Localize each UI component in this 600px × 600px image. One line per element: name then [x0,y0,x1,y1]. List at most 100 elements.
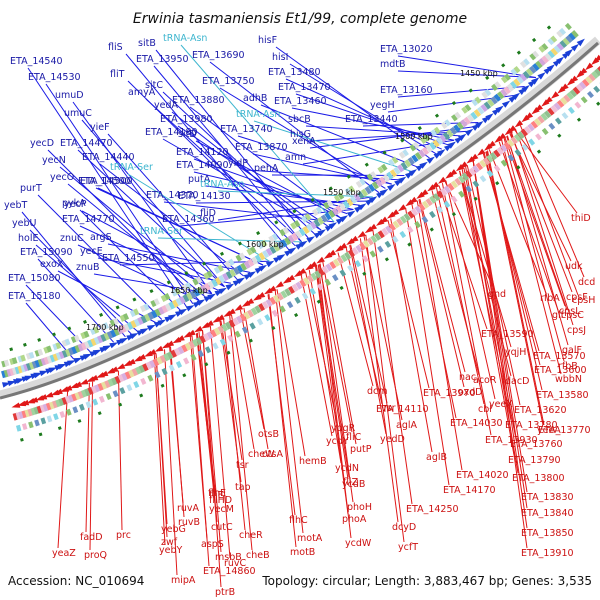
forward-gene-label[interactable]: yegH [370,100,395,111]
reverse-gene-label[interactable]: flhE [208,488,226,499]
reverse-gene-label[interactable]: yeeA [537,425,561,436]
forward-gene-label[interactable]: fliS [108,42,123,53]
reverse-gene-label[interactable]: glf [552,310,565,321]
reverse-gene-label[interactable]: ETA_13930 [485,435,538,446]
forward-gene-label[interactable]: amn [285,152,306,163]
reverse-gene-label[interactable]: ruvB [178,517,200,528]
reverse-gene-label[interactable]: yedD [380,434,405,445]
reverse-gene-label[interactable]: prc [116,530,131,541]
forward-gene-label[interactable]: sitB [138,38,156,49]
reverse-gene-label[interactable]: motA [297,533,323,544]
forward-gene-label[interactable]: fliD [200,208,216,219]
reverse-gene-label[interactable]: tsr [236,460,249,471]
reverse-gene-label[interactable]: fadD [80,532,103,543]
forward-gene-label[interactable]: yedA [154,100,178,111]
reverse-gene-label[interactable]: gnd [488,289,506,300]
reverse-gene-label[interactable]: cheB [246,550,270,561]
forward-gene-label[interactable]: ETA_13440 [345,114,398,125]
reverse-gene-label[interactable]: otsB [258,429,279,440]
reverse-gene-label[interactable]: aglA [396,420,417,431]
reverse-gene-label[interactable]: fliC [346,432,362,443]
forward-gene-label[interactable]: ETA_14500 [80,176,133,187]
reverse-gene-label[interactable]: ycdN [335,463,359,474]
trna-gene-label[interactable]: tRNA-Asn [200,179,244,190]
forward-gene-label[interactable]: ETA_14540 [10,56,63,67]
forward-gene-label[interactable]: ETA_13160 [380,85,433,96]
reverse-gene-label[interactable]: dcd [578,277,595,288]
forward-gene-label[interactable]: fliT [110,69,125,80]
trna-gene-label[interactable]: tRNA-Ser [140,226,183,237]
forward-gene-label[interactable]: znuB [76,262,100,273]
reverse-gene-label[interactable]: proQ [84,550,107,561]
reverse-gene-label[interactable]: fliHD [209,495,232,506]
forward-gene-label[interactable]: ETA_14180 [145,127,198,138]
forward-gene-label[interactable]: yidP [228,158,248,169]
forward-gene-label[interactable]: ETA_13880 [172,95,225,106]
forward-gene-label[interactable]: sitC [145,80,163,91]
forward-gene-label[interactable]: ETA_14530 [28,72,81,83]
reverse-gene-label[interactable]: ydgR [331,423,356,434]
forward-gene-label[interactable]: mdtB [380,59,406,70]
reverse-gene-label[interactable]: ETA_14860 [203,566,256,577]
forward-gene-label[interactable]: ETA_15090 [20,247,73,258]
reverse-gene-label[interactable]: phoH [347,502,372,513]
reverse-gene-label[interactable]: ETA_13790 [508,455,561,466]
forward-gene-label[interactable]: pehA [254,163,279,174]
forward-gene-label[interactable]: amyA [128,87,156,98]
reverse-gene-label[interactable]: rfbA [540,293,560,304]
forward-gene-label[interactable]: xenA [292,136,316,147]
forward-gene-label[interactable]: yebU [12,218,36,229]
forward-gene-label[interactable]: ETA_13750 [202,76,255,87]
reverse-gene-label[interactable]: cpsC [561,310,584,321]
reverse-gene-label[interactable]: ETA_13830 [521,492,574,503]
reverse-gene-label[interactable]: ETA_14110 [376,404,429,415]
reverse-gene-label[interactable]: ETA_14030 [450,418,503,429]
forward-gene-label[interactable]: hisI [272,52,288,63]
reverse-gene-label[interactable]: cpsL [559,306,581,317]
reverse-gene-label[interactable]: motB [290,547,315,558]
forward-gene-label[interactable]: purT [20,183,42,194]
forward-gene-label[interactable]: yecE [80,246,103,257]
reverse-gene-label[interactable]: yeeX [489,399,513,410]
reverse-gene-label[interactable]: aglB [426,452,447,463]
forward-gene-label[interactable]: znuC [60,233,84,244]
reverse-gene-label[interactable]: nac [459,372,476,383]
reverse-gene-label[interactable]: ETA_13970 [423,388,476,399]
forward-gene-label[interactable]: yecN [42,155,66,166]
reverse-gene-label[interactable]: ycdB [342,479,365,490]
forward-gene-label[interactable]: umuD [55,90,84,101]
reverse-gene-label[interactable]: udk [565,261,583,272]
reverse-gene-label[interactable]: mipA [171,575,196,586]
forward-gene-label[interactable]: sitD [178,129,197,140]
forward-gene-label[interactable]: ETA_14470 [60,138,113,149]
reverse-gene-label[interactable]: acoR [473,375,497,386]
forward-gene-label[interactable]: ETA_13460 [274,96,327,107]
forward-gene-label[interactable]: yecO [50,172,74,183]
reverse-gene-label[interactable]: yebG [161,524,186,535]
forward-gene-label[interactable]: pykA [62,198,86,209]
reverse-gene-label[interactable]: yecM [209,504,234,515]
reverse-gene-label[interactable]: dcyD [392,522,416,533]
reverse-gene-label[interactable]: msbB [215,552,242,563]
forward-gene-label[interactable]: ETA_15180 [8,291,61,302]
forward-gene-label[interactable]: ETA_13020 [380,44,433,55]
reverse-gene-label[interactable]: fliE [209,490,224,501]
reverse-gene-label[interactable]: dcm [367,386,388,397]
forward-gene-label[interactable]: ETA_14090 [176,160,229,171]
reverse-gene-label[interactable]: cbl [478,404,492,415]
trna-gene-label[interactable]: tRNA-Asn [163,33,207,44]
reverse-gene-label[interactable]: ETA_13600 [534,365,587,376]
reverse-gene-label[interactable]: ETA_14170 [443,485,496,496]
forward-gene-label[interactable]: holE [18,233,38,244]
reverse-gene-label[interactable]: oxdD [458,387,483,398]
reverse-gene-label[interactable]: ETA_13780 [505,420,558,431]
forward-gene-label[interactable]: hisF [258,35,277,46]
reverse-gene-label[interactable]: ruvA [177,503,200,514]
forward-gene-label[interactable]: hisG [290,129,311,140]
reverse-gene-label[interactable]: rfbB [558,361,578,372]
forward-gene-label[interactable]: ETA_14130 [178,191,231,202]
reverse-gene-label[interactable]: aspS [201,539,224,550]
reverse-gene-label[interactable]: cheR [239,530,263,541]
forward-gene-label[interactable]: ETA_15080 [8,273,61,284]
reverse-gene-label[interactable]: yebY [159,545,182,556]
